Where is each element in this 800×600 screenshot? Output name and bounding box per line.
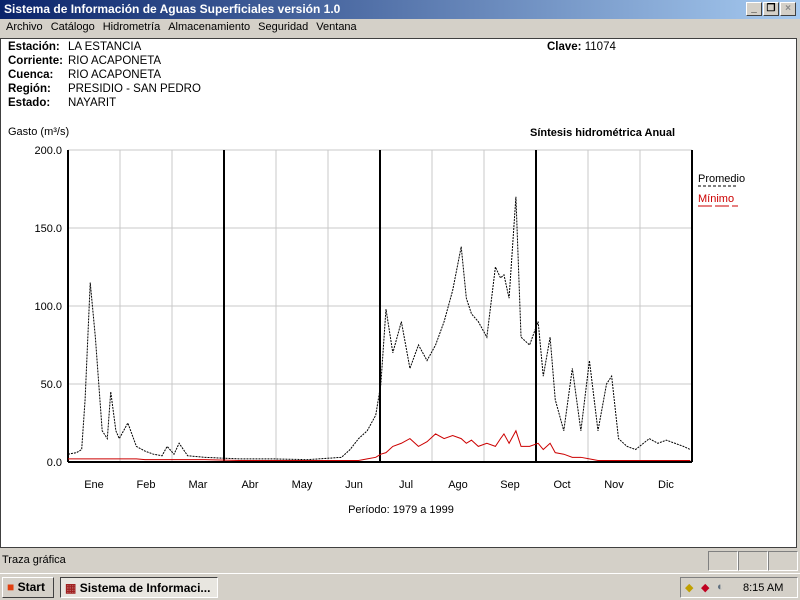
status-panel [738,551,768,571]
y-axis-label: Gasto (m³/s) [8,126,69,138]
legend-label: Mínimo [698,193,734,205]
status-panel [768,551,798,571]
label: Estación: [8,41,60,53]
label: Región: [8,83,51,95]
menu-archivo[interactable]: Archivo [6,21,43,33]
x-tick-label: Jun [345,479,363,491]
x-tick-label: Sep [500,479,520,491]
info-corriente: Corriente: RIO ACAPONETA [8,55,161,67]
x-tick-label: Ene [84,479,104,491]
x-axis-label: Período: 1979 a 1999 [348,504,454,516]
x-tick-label: Jul [399,479,413,491]
value: RIO ACAPONETA [68,69,162,81]
info-region: Región: PRESIDIO - SAN PEDRO [8,83,201,95]
x-tick-label: Oct [553,479,570,491]
menu-bar: Archivo Catálogo Hidrometría Almacenamiento… [0,19,800,38]
label: Clave: [547,41,582,53]
close-button[interactable]: × [780,2,796,16]
title-bar: Sistema de Información de Aguas Superfic… [0,0,800,19]
chart-title: Síntesis hidrométrica Anual [530,127,675,139]
menu-catalogo[interactable]: Catálogo [50,21,95,33]
info-estacion: Estación: LA ESTANCIA [8,41,141,53]
status-panel [708,551,738,571]
app-icon: ▦ [65,581,77,595]
x-tick-label: Dic [658,479,674,491]
legend-label: Promedio [698,173,745,185]
label: Corriente: [8,55,63,67]
menu-seguridad[interactable]: Seguridad [258,21,309,33]
y-tick-label: 150.0 [34,223,62,235]
start-button[interactable]: ■ Start [2,577,54,598]
hydrograph-chart: 0.0 50.0 100.0 150.0 200.0 Ene Feb Mar Abr May Jun… [8,126,745,516]
restore-button[interactable]: ❐ [763,2,779,16]
minimize-button[interactable]: _ [746,2,762,16]
x-tick-label: Mar [189,479,208,491]
value: NAYARIT [68,97,117,109]
clock: 8:15 AM [743,582,784,594]
menu-ventana[interactable]: Ventana [316,21,357,33]
window-title: Sistema de Información de Aguas Superfic… [4,2,341,16]
menu-almacenamiento[interactable]: Almacenamiento [168,21,251,33]
value: LA ESTANCIA [68,41,142,53]
taskbar: ■ Start ▦ Sistema de Informaci... ◆ ◆ ◐ … [0,573,800,600]
y-tick-label: 200.0 [34,145,62,157]
speaker-icon[interactable]: ◐ [717,581,724,593]
windows-logo-icon: ■ [7,580,15,594]
alert-shield-icon[interactable]: ◆ [701,582,710,594]
start-label: Start [17,580,45,594]
y-tick-label: 50.0 [41,379,62,391]
value: RIO ACAPONETA [68,55,162,67]
value: 11074 [584,41,616,53]
info-estado: Estado: NAYARIT [8,97,116,109]
security-shield-icon[interactable]: ◆ [685,582,694,594]
y-tick-label: 100.0 [34,301,62,313]
taskbar-item[interactable]: ▦ Sistema de Informaci... [60,577,218,598]
x-tick-label: Ago [448,479,468,491]
x-tick-label: Feb [137,479,156,491]
label: Estado: [8,97,51,109]
y-tick-label: 0.0 [47,457,62,469]
value: PRESIDIO - SAN PEDRO [68,83,201,95]
series-line-promedio [67,196,691,461]
status-bar: Traza gráfica [0,550,800,572]
series-line-minimo [68,429,691,461]
info-cuenca: Cuenca: RIO ACAPONETA [8,69,161,81]
menu-hidrometria[interactable]: Hidrometría [102,21,161,33]
system-tray: ◆ ◆ ◐ 8:15 AM [680,577,798,598]
x-tick-label: May [292,479,313,491]
status-text: Traza gráfica [2,554,66,566]
label: Cuenca: [8,69,54,81]
task-label: Sistema de Informaci... [79,581,211,595]
chart-window: Estación: LA ESTANCIA Corriente: RIO ACAPO… [0,38,797,548]
info-clave: Clave: 11074 [547,41,616,53]
x-tick-label: Abr [241,479,258,491]
x-tick-label: Nov [604,479,624,491]
